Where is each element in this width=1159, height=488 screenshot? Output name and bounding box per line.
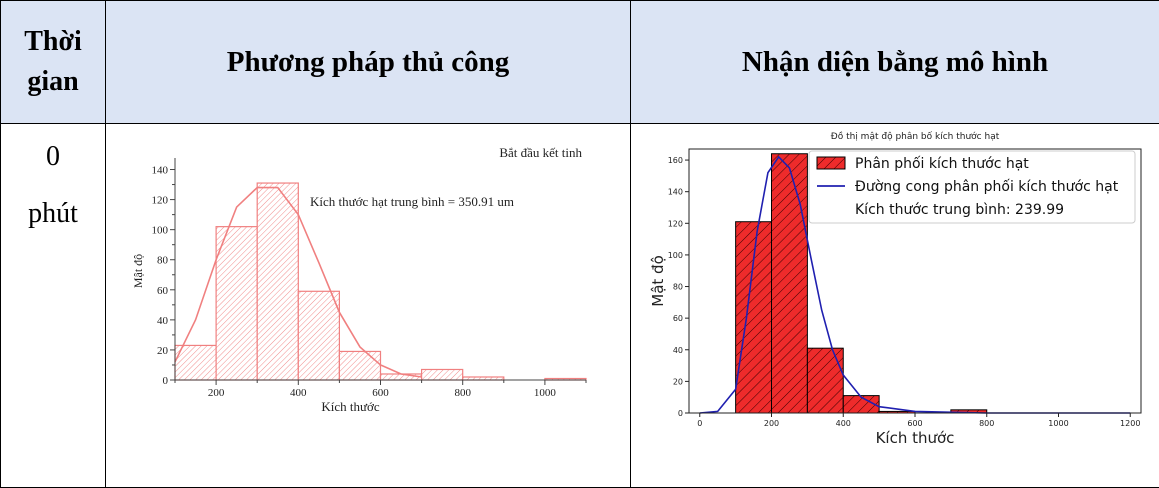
chart-legend: Phân phối kích thước hạt Đường cong phân … bbox=[809, 151, 1135, 223]
y-tick-label: 40 bbox=[157, 315, 169, 327]
x-tick-label: 600 bbox=[372, 387, 389, 399]
x-tick-label: 400 bbox=[290, 387, 307, 399]
x-tick-label: 0 bbox=[697, 419, 702, 428]
x-tick-label: 600 bbox=[907, 419, 922, 428]
histogram-bar bbox=[257, 183, 298, 380]
x-tick-label: 1000 bbox=[1048, 419, 1068, 428]
chart-annotation: Kích thước hạt trung bình = 350.91 um bbox=[310, 194, 514, 209]
y-tick-label: 40 bbox=[673, 346, 683, 355]
x-axis-label: Kích thước bbox=[876, 429, 955, 447]
chart-title: Đồ thị mật độ phân bố kích thước hạt bbox=[831, 131, 1000, 142]
y-axis-label: Mật độ bbox=[131, 254, 145, 288]
header-time: Thời gian bbox=[1, 1, 106, 124]
x-tick-label: 200 bbox=[208, 387, 225, 399]
x-tick-label: 800 bbox=[979, 419, 994, 428]
y-axis-label: Mật độ bbox=[649, 255, 667, 306]
y-tick-label: 120 bbox=[152, 195, 169, 207]
histogram-bar bbox=[381, 374, 422, 380]
y-tick-label: 120 bbox=[668, 219, 683, 228]
histogram-bar bbox=[772, 154, 808, 413]
y-tick-label: 160 bbox=[668, 156, 683, 165]
histogram-bar bbox=[216, 227, 257, 380]
y-tick-label: 60 bbox=[157, 285, 169, 297]
y-tick-label: 100 bbox=[152, 225, 169, 237]
y-tick-label: 140 bbox=[668, 188, 683, 197]
y-tick-label: 140 bbox=[152, 165, 169, 177]
header-manual-method: Phương pháp thủ công bbox=[106, 1, 631, 124]
manual-histogram-chart: 200 400 600 800 1000 0 20 40 60 80 100 120 140 Bắt đầ… bbox=[106, 124, 630, 482]
histogram-bar bbox=[339, 351, 380, 380]
time-value: 0 bbox=[1, 128, 105, 185]
legend-label-curve: Đường cong phân phối kích thước hạt bbox=[855, 178, 1119, 195]
y-tick-label: 20 bbox=[157, 345, 169, 357]
x-tick-label: 800 bbox=[454, 387, 471, 399]
legend-label-bars: Phân phối kích thước hạt bbox=[855, 155, 1029, 172]
histogram-bar bbox=[298, 291, 339, 380]
y-tick-label: 0 bbox=[678, 409, 683, 418]
x-axis-label: Kích thước bbox=[321, 399, 380, 414]
histogram-bar bbox=[807, 348, 843, 413]
time-unit: phút bbox=[1, 185, 105, 242]
y-tick-label: 80 bbox=[673, 283, 683, 292]
x-tick-label: 1000 bbox=[534, 387, 557, 399]
legend-label-mean: Kích thước trung bình: 239.99 bbox=[855, 202, 1064, 218]
histogram-bar bbox=[422, 369, 463, 380]
x-tick-label: 400 bbox=[836, 419, 851, 428]
histogram-bar bbox=[736, 222, 772, 413]
header-model-recognition: Nhận diện bằng mô hình bbox=[631, 1, 1159, 124]
y-tick-label: 0 bbox=[163, 375, 169, 387]
y-tick-label: 20 bbox=[673, 377, 683, 386]
time-cell: 0 phút bbox=[1, 124, 106, 488]
y-tick-label: 80 bbox=[157, 255, 169, 267]
legend-swatch-bars bbox=[817, 157, 845, 169]
y-tick-label: 60 bbox=[673, 314, 683, 323]
chart-title: Bắt đầu kết tinh bbox=[499, 145, 582, 160]
x-tick-label: 1200 bbox=[1120, 419, 1140, 428]
manual-chart-cell: 200 400 600 800 1000 0 20 40 60 80 100 120 140 Bắt đầ… bbox=[106, 124, 631, 488]
x-tick-label: 200 bbox=[764, 419, 779, 428]
y-tick-label: 100 bbox=[668, 251, 683, 260]
